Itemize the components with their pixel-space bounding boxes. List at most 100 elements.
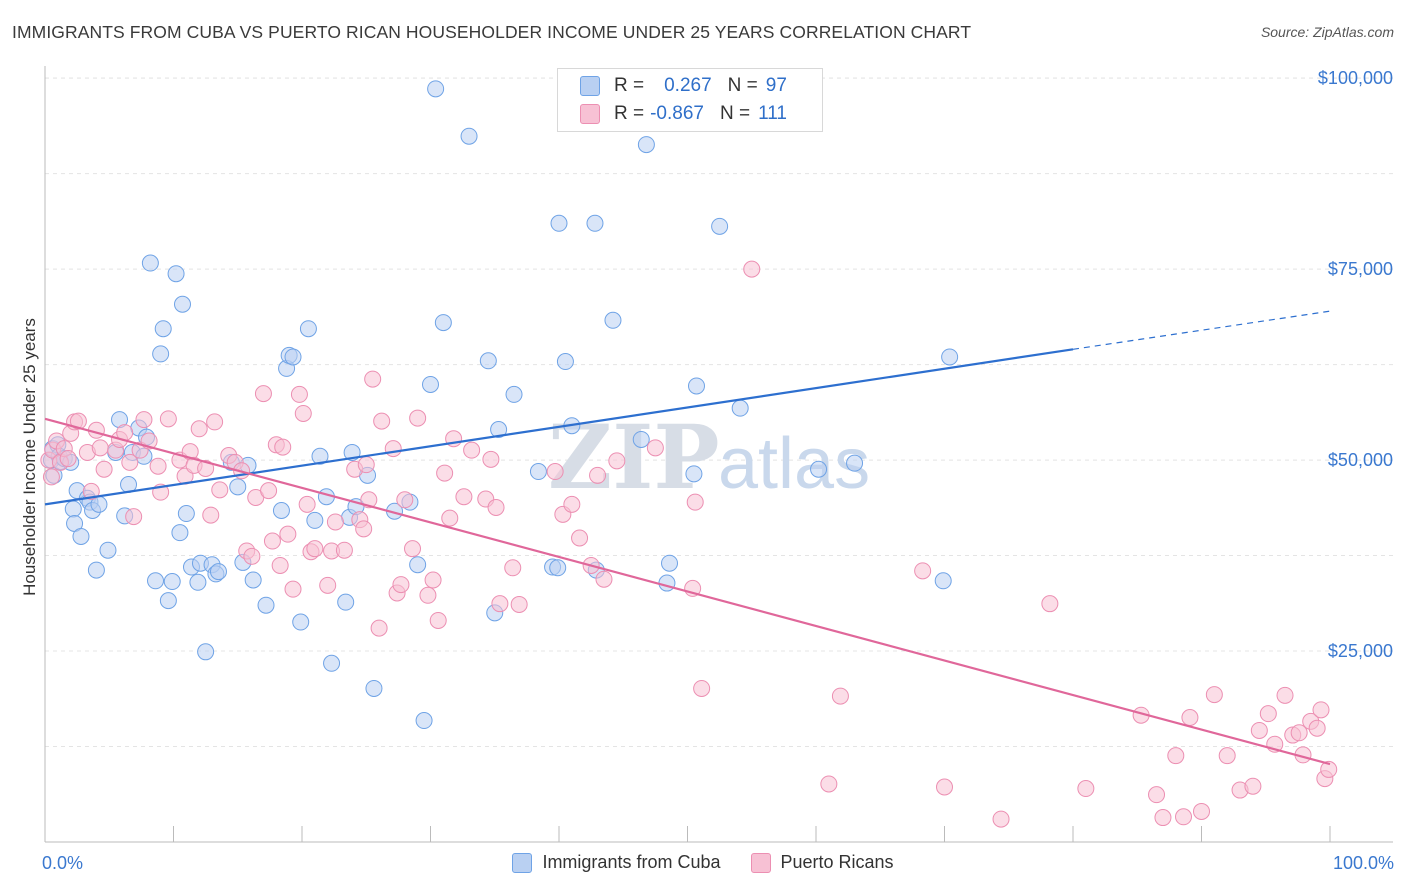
- point-puerto-rican: [595, 570, 613, 588]
- legend-n-value-cuba: 97: [765, 75, 787, 96]
- y-tick-label: $75,000: [1328, 259, 1393, 279]
- point-cuba: [687, 377, 705, 395]
- point-puerto-rican: [1154, 809, 1172, 827]
- point-puerto-rican: [455, 488, 473, 506]
- point-puerto-rican: [279, 525, 297, 543]
- legend-r-label: R =: [614, 103, 645, 124]
- point-cuba: [365, 679, 383, 697]
- point-cuba: [299, 320, 317, 338]
- data-points: [40, 80, 1338, 828]
- y-tick-label: $50,000: [1328, 450, 1393, 470]
- correlation-legend: R = 0.267 N = 97 R = -0.867 N = 111: [557, 68, 823, 132]
- point-puerto-rican: [1308, 719, 1326, 737]
- point-puerto-rican: [274, 438, 292, 456]
- x-tick-label: 0.0%: [42, 853, 83, 873]
- point-cuba: [87, 561, 105, 579]
- point-puerto-rican: [135, 411, 153, 429]
- point-puerto-rican: [69, 412, 87, 430]
- point-puerto-rican: [284, 580, 302, 598]
- point-cuba: [415, 712, 433, 730]
- point-puerto-rican: [396, 491, 414, 509]
- point-puerto-rican: [463, 441, 481, 459]
- point-puerto-rican: [243, 547, 261, 565]
- point-puerto-rican: [254, 385, 272, 403]
- point-puerto-rican: [1320, 760, 1338, 778]
- point-cuba: [292, 613, 310, 631]
- point-puerto-rican: [202, 506, 220, 524]
- point-cuba: [529, 463, 547, 481]
- point-puerto-rican: [1175, 808, 1193, 826]
- point-puerto-rican: [149, 457, 167, 475]
- watermark-atlas: atlas: [718, 424, 870, 504]
- point-puerto-rican: [370, 619, 388, 637]
- point-cuba: [141, 254, 159, 272]
- point-puerto-rican: [1205, 686, 1223, 704]
- point-puerto-rican: [392, 576, 410, 594]
- point-puerto-rican: [373, 412, 391, 430]
- point-puerto-rican: [357, 456, 375, 474]
- point-cuba: [197, 643, 215, 661]
- series-legend: Immigrants from Cuba Puerto Ricans: [0, 852, 1406, 873]
- point-cuba: [272, 501, 290, 519]
- point-cuba: [637, 136, 655, 154]
- point-cuba: [658, 574, 676, 592]
- point-puerto-rican: [1250, 721, 1268, 739]
- point-cuba: [490, 421, 508, 439]
- point-cuba: [337, 593, 355, 611]
- point-puerto-rican: [1312, 701, 1330, 719]
- point-puerto-rican: [260, 482, 278, 500]
- point-puerto-rican: [355, 520, 373, 538]
- point-puerto-rican: [491, 595, 509, 613]
- legend-label-puerto-rican: Puerto Ricans: [780, 852, 894, 872]
- legend-n-value-puerto-rican: 111: [758, 103, 787, 124]
- point-cuba: [177, 505, 195, 523]
- point-puerto-rican: [335, 541, 353, 559]
- point-puerto-rican: [831, 687, 849, 705]
- trendline-cuba-extension: [1072, 310, 1331, 350]
- point-puerto-rican: [91, 439, 109, 457]
- point-cuba: [154, 320, 172, 338]
- y-tick-label: $100,000: [1318, 68, 1393, 88]
- legend-item-puerto-rican: Puerto Ricans: [750, 852, 894, 873]
- point-cuba: [586, 214, 604, 232]
- point-cuba: [306, 511, 324, 529]
- point-cuba: [731, 399, 749, 417]
- point-cuba: [409, 556, 427, 574]
- point-puerto-rican: [936, 778, 953, 796]
- point-puerto-rican: [504, 559, 522, 577]
- point-puerto-rican: [294, 404, 312, 422]
- point-puerto-rican: [121, 453, 139, 471]
- point-puerto-rican: [546, 463, 564, 481]
- point-cuba: [661, 554, 679, 572]
- point-cuba: [427, 80, 445, 98]
- point-cuba: [685, 465, 703, 483]
- point-puerto-rican: [263, 532, 281, 550]
- point-puerto-rican: [319, 576, 337, 594]
- tick-labels: $25,000 $50,000 $75,000 $100,000 0.0% 100.0% H…: [20, 68, 1394, 873]
- point-puerto-rican: [298, 495, 316, 513]
- point-puerto-rican: [608, 452, 626, 470]
- point-cuba: [284, 348, 302, 366]
- point-cuba: [479, 352, 497, 370]
- point-cuba: [810, 460, 828, 478]
- point-puerto-rican: [211, 481, 229, 499]
- point-puerto-rican: [364, 370, 382, 388]
- chart-title: IMMIGRANTS FROM CUBA VS PUERTO RICAN HOU…: [12, 22, 972, 42]
- point-puerto-rican: [125, 508, 143, 526]
- point-cuba: [72, 527, 90, 545]
- point-cuba: [632, 430, 650, 448]
- legend-row-cuba: R = 0.267 N = 97: [580, 74, 803, 98]
- point-puerto-rican: [992, 810, 1010, 828]
- y-axis-title: Householder Income Under 25 years: [20, 318, 39, 596]
- point-puerto-rican: [197, 459, 215, 477]
- point-puerto-rican: [42, 468, 60, 486]
- point-puerto-rican: [271, 556, 289, 574]
- point-puerto-rican: [190, 420, 208, 438]
- point-cuba: [229, 478, 247, 496]
- point-puerto-rican: [589, 466, 607, 484]
- legend-r-value-cuba: 0.267: [664, 75, 712, 96]
- point-puerto-rican: [571, 529, 589, 547]
- grid-lines: [45, 77, 1393, 748]
- point-cuba: [434, 314, 452, 332]
- point-cuba: [711, 217, 729, 235]
